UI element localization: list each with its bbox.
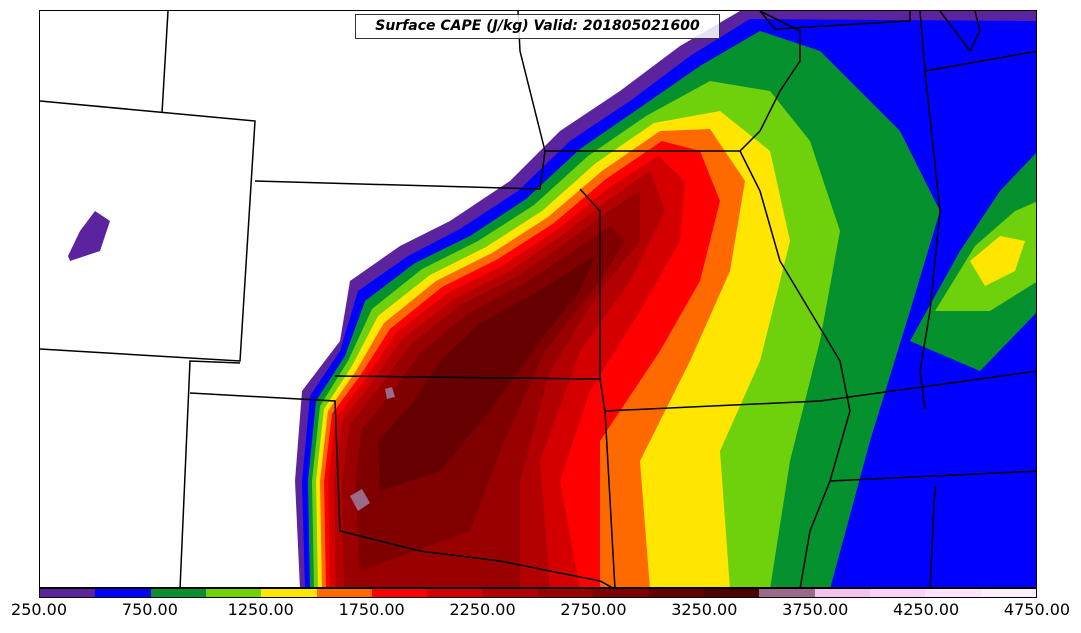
colorbar-segment: [759, 589, 815, 597]
colorbar-segment: [537, 589, 594, 597]
colorbar-tick-label: 2250.00: [449, 600, 516, 619]
boundary-line: [919, 370, 926, 410]
cape-band-250-west-patch: [68, 211, 110, 261]
state-boundaries: [40, 11, 1036, 587]
boundary-line: [604, 410, 616, 587]
cape-map-canvas: [40, 11, 1036, 587]
colorbar-tick-label: 4750.00: [1003, 600, 1071, 619]
cape-band-3500-patch-a: [350, 489, 370, 511]
colorbar-tick-label: 1250.00: [227, 600, 294, 619]
boundary-line: [579, 188, 601, 379]
boundary-line: [254, 150, 740, 190]
cape-band-3000: [378, 256, 595, 491]
cape-map: [39, 10, 1037, 588]
cape-band-3500-patch-b: [385, 387, 395, 399]
boundary-line: [739, 150, 851, 587]
colorbar-segment: [95, 589, 151, 597]
colorbar: [39, 588, 1037, 598]
boundary-line: [189, 392, 613, 587]
colorbar-segment: [482, 589, 538, 597]
colorbar-tick-label: 1750.00: [338, 600, 405, 619]
boundary-line: [829, 470, 1036, 482]
colorbar-segment: [427, 589, 483, 597]
colorbar-segment: [593, 589, 649, 597]
boundary-line: [929, 485, 936, 587]
colorbar-segment: [150, 589, 206, 597]
colorbar-segment: [371, 589, 428, 597]
colorbar-tick-label: 2750.00: [560, 600, 627, 619]
colorbar-segment: [205, 589, 262, 597]
cape-band-1250-east: [970, 236, 1025, 286]
map-title: Surface CAPE (J/kg) Valid: 201805021600: [355, 14, 720, 39]
colorbar-segment: [648, 589, 704, 597]
colorbar-segment: [869, 589, 926, 597]
boundary-line: [919, 11, 941, 372]
boundary-line: [939, 11, 981, 53]
colorbar-segment: [261, 589, 317, 597]
colorbar-ticks: 250.00 750.00 1250.00 1750.00 2250.00 2750.00…: [0, 600, 1081, 624]
colorbar-tick-label: 3750.00: [782, 600, 849, 619]
colorbar-segment: [40, 589, 96, 597]
colorbar-segment: [925, 589, 981, 597]
boundary-line: [161, 11, 169, 114]
colorbar-tick-label: 4250.00: [893, 600, 960, 619]
boundary-line: [924, 50, 1036, 72]
boundary-line: [40, 100, 256, 362]
colorbar-segment: [703, 589, 760, 597]
boundary-line: [179, 360, 241, 587]
boundary-line: [759, 11, 911, 30]
colorbar-tick-label: 250.00: [11, 600, 67, 619]
colorbar-segment: [316, 589, 372, 597]
colorbar-segment: [814, 589, 870, 597]
colorbar-segment: [980, 589, 1036, 597]
colorbar-tick-label: 750.00: [121, 600, 178, 619]
colorbar-tick-label: 3250.00: [671, 600, 738, 619]
cape-contours: [68, 11, 1036, 587]
